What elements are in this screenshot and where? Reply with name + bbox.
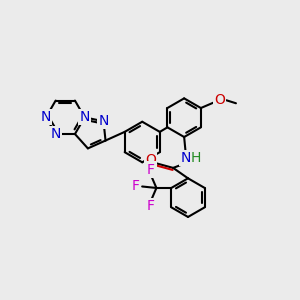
Text: O: O (214, 93, 225, 107)
Text: F: F (147, 163, 155, 176)
Text: N: N (180, 151, 191, 165)
Text: N: N (41, 110, 51, 124)
Text: H: H (191, 151, 201, 165)
Text: N: N (50, 127, 61, 141)
Text: N: N (98, 114, 109, 128)
Text: O: O (145, 154, 156, 167)
Text: F: F (132, 179, 140, 194)
Text: F: F (147, 200, 155, 213)
Text: N: N (80, 110, 90, 124)
